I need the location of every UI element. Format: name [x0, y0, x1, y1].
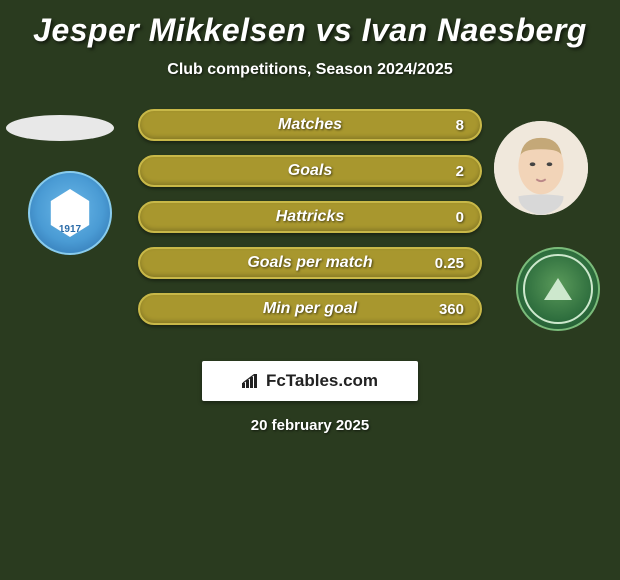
stat-row-goals-per-match: Goals per match 0.25	[138, 247, 482, 279]
club-right-ring-icon	[523, 254, 593, 324]
stat-label: Hattricks	[276, 208, 344, 226]
club-left-shield-icon: 1917	[46, 189, 94, 237]
stat-label: Goals per match	[247, 254, 372, 272]
stat-row-hattricks: Hattricks 0	[138, 201, 482, 233]
brand-box: FcTables.com	[202, 361, 418, 401]
stat-right-value: 360	[439, 301, 464, 318]
stat-right-value: 0	[456, 209, 464, 226]
stat-right-value: 0.25	[435, 255, 464, 272]
face-icon	[494, 121, 588, 215]
club-right-logo	[516, 247, 600, 331]
stat-rows: Matches 8 Goals 2 Hattricks 0 Goals per …	[138, 109, 482, 325]
page-subtitle: Club competitions, Season 2024/2025	[0, 61, 620, 79]
stat-label: Goals	[288, 162, 332, 180]
stat-label: Matches	[278, 116, 342, 134]
stat-row-goals: Goals 2	[138, 155, 482, 187]
player-right-photo	[494, 121, 588, 215]
player-left-photo	[6, 115, 114, 141]
stat-label: Min per goal	[263, 300, 357, 318]
bar-chart-icon	[242, 374, 260, 388]
stat-right-value: 8	[456, 117, 464, 134]
brand-text: FcTables.com	[266, 371, 378, 391]
page-title: Jesper Mikkelsen vs Ivan Naesberg	[0, 0, 620, 49]
stats-area: 1917 Matches 8 Goals 2 Hattricks 0 Goals…	[0, 109, 620, 339]
club-left-logo: 1917	[28, 171, 112, 255]
stat-row-matches: Matches 8	[138, 109, 482, 141]
stat-right-value: 2	[456, 163, 464, 180]
stat-row-min-per-goal: Min per goal 360	[138, 293, 482, 325]
club-right-triangle-icon	[544, 278, 572, 300]
club-left-year: 1917	[59, 224, 81, 235]
footer-date: 20 february 2025	[0, 417, 620, 434]
